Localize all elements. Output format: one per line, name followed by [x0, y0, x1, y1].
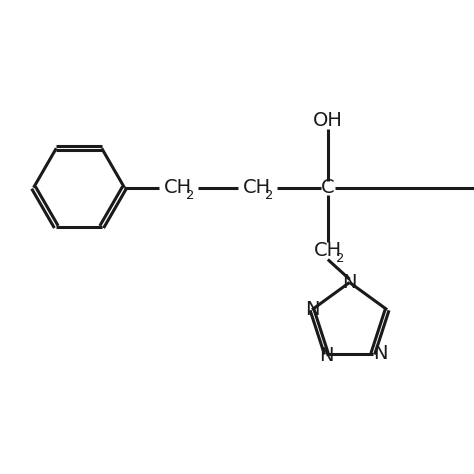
Text: C: C — [321, 178, 335, 197]
Text: 2: 2 — [265, 189, 273, 201]
Text: 2: 2 — [186, 189, 195, 201]
Text: CH: CH — [164, 178, 192, 197]
Text: N: N — [373, 345, 387, 364]
Text: N: N — [305, 300, 319, 319]
Text: CH: CH — [314, 241, 342, 260]
Text: CH: CH — [243, 178, 271, 197]
Text: N: N — [342, 273, 357, 292]
Text: OH: OH — [313, 111, 343, 130]
Text: N: N — [319, 346, 334, 365]
Text: 2: 2 — [336, 252, 345, 265]
